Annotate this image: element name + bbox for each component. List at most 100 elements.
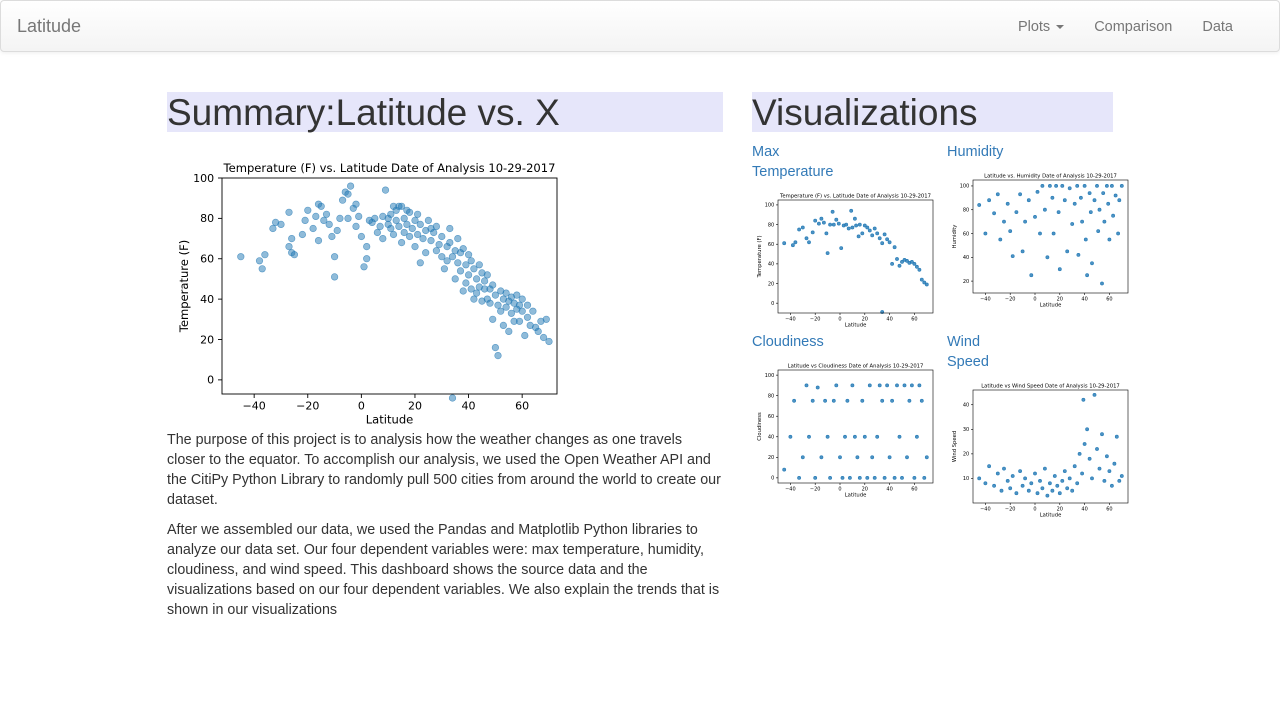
data-point [919, 398, 924, 403]
y-tick-label: 60 [963, 231, 969, 237]
data-point [992, 211, 997, 216]
nav-comparison-link[interactable]: Comparison [1094, 19, 1173, 35]
data-point [473, 275, 481, 283]
data-point [853, 434, 857, 439]
x-axis-label: Latitude [1040, 513, 1062, 519]
y-tick-label: 60 [768, 242, 774, 248]
data-point [1100, 432, 1104, 437]
x-tick-label: 20 [1057, 506, 1063, 512]
data-point [1065, 486, 1070, 491]
nav-data-link[interactable]: Data [1202, 19, 1233, 35]
data-point [1050, 195, 1055, 200]
data-point [1048, 481, 1052, 486]
data-point [1014, 491, 1019, 496]
data-point [839, 246, 844, 251]
data-point [870, 233, 875, 238]
data-point [987, 464, 992, 469]
data-point [1026, 198, 1031, 203]
data-point [1054, 183, 1059, 188]
data-point [322, 210, 331, 218]
y-axis-label: Wind Speed [952, 431, 958, 462]
data-point [854, 223, 859, 228]
data-point [983, 231, 988, 236]
wind-speed-link[interactable]: Wind Speed [947, 332, 989, 372]
data-point [347, 182, 355, 190]
data-point [518, 307, 526, 315]
y-tick-label: 20 [200, 333, 214, 346]
x-tick-label: 40 [462, 400, 476, 413]
data-point [290, 251, 298, 259]
y-tick-label: 40 [963, 255, 969, 261]
data-point [438, 253, 446, 261]
data-point [823, 398, 828, 403]
temperature-thumbnail-chart[interactable]: Temperature (F) vs. Latitude Date of Ana… [752, 188, 938, 330]
data-point [1107, 237, 1112, 242]
data-point [831, 222, 836, 227]
data-point [836, 221, 841, 226]
data-point [1111, 213, 1116, 218]
x-tick-label: −20 [810, 486, 821, 492]
data-point [895, 383, 899, 388]
data-point [897, 434, 902, 439]
y-tick-label: 20 [963, 279, 969, 285]
data-point [838, 455, 842, 460]
cloudiness-link[interactable]: Cloudiness [752, 334, 824, 350]
plot-frame [777, 369, 934, 484]
data-point [542, 315, 550, 323]
data-point [822, 220, 826, 225]
brand-link[interactable]: Latitude [17, 16, 82, 36]
data-point [987, 198, 992, 203]
data-point [363, 242, 371, 251]
max-temperature-link[interactable]: Max Temperature [752, 142, 833, 182]
data-point [1090, 476, 1094, 481]
data-point [1082, 183, 1087, 188]
data-point [1055, 483, 1060, 488]
data-point [875, 434, 880, 439]
data-point [352, 222, 360, 230]
x-tick-label: 0 [1033, 506, 1036, 512]
y-tick-label: 30 [963, 427, 969, 433]
y-tick-label: 80 [200, 212, 214, 225]
x-tick-label: 40 [1081, 506, 1087, 512]
data-point [430, 228, 438, 237]
data-point [462, 279, 470, 287]
data-point [900, 476, 904, 480]
data-point [475, 261, 483, 269]
x-tick-label: 0 [838, 486, 841, 492]
data-point [277, 220, 285, 228]
data-point [336, 214, 344, 223]
data-point [344, 214, 352, 223]
data-point [408, 224, 416, 233]
data-point [1043, 466, 1047, 471]
data-point [1026, 488, 1031, 493]
data-point [887, 455, 892, 460]
data-point [1106, 201, 1111, 206]
humidity-link[interactable]: Humidity [947, 144, 1004, 160]
x-tick-label: −40 [980, 506, 991, 512]
y-tick-label: 60 [200, 253, 214, 266]
data-point [865, 476, 870, 480]
wind-speed-thumbnail-chart[interactable]: Latitude vs Wind Speed Date of Analysis … [947, 378, 1133, 520]
data-point [1008, 229, 1013, 234]
data-point [1051, 231, 1056, 236]
data-point [977, 203, 982, 207]
data-point [1023, 219, 1028, 224]
data-point [1104, 454, 1109, 459]
data-point [819, 455, 824, 460]
data-point [1029, 273, 1034, 278]
y-tick-label: 40 [768, 262, 774, 268]
humidity-thumbnail-chart[interactable]: Latitude vs. Humidity Date of Analysis 1… [947, 168, 1133, 310]
data-point [317, 202, 325, 210]
data-point [905, 259, 909, 263]
data-point [534, 327, 542, 335]
data-point [398, 202, 406, 210]
data-point [451, 275, 459, 283]
x-tick-label: −40 [243, 400, 266, 413]
cloudiness-thumbnail-chart[interactable]: Latitude vs Cloudiness Date of Analysis … [752, 358, 938, 500]
data-point [872, 226, 877, 231]
data-point [912, 476, 917, 480]
data-point [849, 208, 854, 213]
data-point [395, 222, 403, 230]
data-point [1109, 183, 1114, 188]
nav-plots-dropdown[interactable]: Plots [1003, 1, 1079, 51]
